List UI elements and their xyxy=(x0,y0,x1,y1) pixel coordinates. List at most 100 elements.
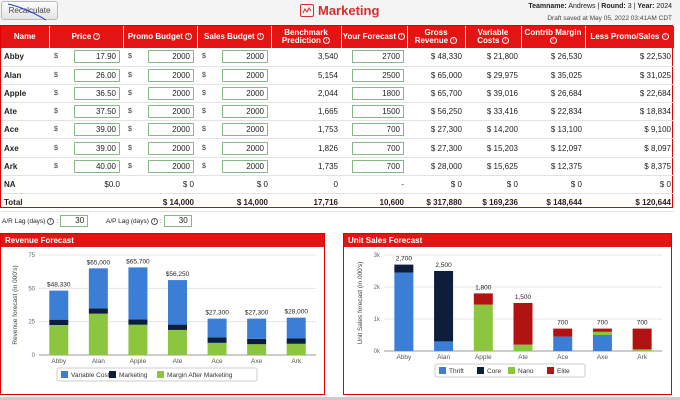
forecast-input[interactable]: 1800 xyxy=(352,86,404,100)
table-cell: $ 35,025 xyxy=(521,66,585,85)
sales-budget-input[interactable]: 2000 xyxy=(222,141,268,155)
info-icon[interactable]: i xyxy=(150,217,158,225)
table-cell: $37.50 xyxy=(49,102,123,122)
bar-marketing xyxy=(247,338,267,345)
table-cell: Ace xyxy=(1,120,49,140)
bar-core xyxy=(434,271,454,342)
table-cell: 5,154 xyxy=(271,66,341,85)
x-tick-label: Ace xyxy=(211,358,223,365)
forecast-input[interactable]: 700 xyxy=(352,141,404,155)
price-input[interactable]: 17.90 xyxy=(74,50,120,64)
info-icon[interactable]: i xyxy=(47,217,55,225)
forecast-input[interactable]: 700 xyxy=(352,123,404,137)
info-icon[interactable]: i xyxy=(661,33,669,41)
table-cell: 2700 xyxy=(341,48,407,67)
legend-swatch xyxy=(547,367,554,374)
forecast-input[interactable]: 700 xyxy=(352,159,404,173)
bar-variable-cost xyxy=(128,267,148,320)
table-cell: $17.90 xyxy=(49,48,123,67)
table-cell: 700 xyxy=(341,120,407,140)
table-cell: $ 15,625 xyxy=(465,157,521,176)
forecast-input[interactable]: 2700 xyxy=(352,50,404,64)
bottom-scroll-bar[interactable] xyxy=(0,397,680,400)
bar-margin-after-marketing xyxy=(247,344,267,355)
info-icon[interactable]: i xyxy=(398,33,406,41)
ap-lag-input[interactable]: 30 xyxy=(163,215,192,227)
info-icon[interactable]: i xyxy=(256,33,264,41)
forecast-input[interactable]: 1500 xyxy=(352,105,404,119)
recalculate-button[interactable]: Recalculate xyxy=(1,1,58,20)
promo-budget-input[interactable]: 2000 xyxy=(148,50,194,64)
table-cell: $2000 xyxy=(123,102,197,122)
promo-budget-input[interactable]: 2000 xyxy=(148,105,194,119)
table-cell: $ 22,834 xyxy=(521,102,585,122)
promo-budget-input[interactable]: 2000 xyxy=(148,86,194,100)
x-tick-label: Apple xyxy=(475,354,492,361)
table-row: Ace $39.00 $2000 $2000 1,753 700 $ 27,300 $ 14,… xyxy=(1,120,674,140)
table-cell: $ 21,800 xyxy=(465,48,521,67)
data-label: 700 xyxy=(637,320,648,327)
table-cell: $ 28,000 xyxy=(407,157,465,176)
table-cell: $ 0 xyxy=(123,175,197,195)
promo-budget-input[interactable]: 2000 xyxy=(148,68,194,82)
table-cell: $36.50 xyxy=(49,84,123,104)
promo-budget-input[interactable]: 2000 xyxy=(148,141,194,155)
data-label: $65,000 xyxy=(87,259,111,266)
info-icon[interactable]: i xyxy=(501,37,509,45)
bar-elite xyxy=(592,328,612,332)
x-tick-label: Ate xyxy=(518,354,528,361)
sales-budget-input[interactable]: 2000 xyxy=(222,50,268,64)
price-input[interactable]: 40.00 xyxy=(74,159,120,173)
legend-swatch xyxy=(157,371,164,378)
bar-margin-after-marketing xyxy=(49,325,69,355)
top-bar: Recalculate Marketing Teamname: Andrews … xyxy=(0,0,680,25)
sales-budget-input[interactable]: 2000 xyxy=(222,86,268,100)
promo-budget-input[interactable]: 2000 xyxy=(148,123,194,137)
bar-nano xyxy=(513,344,533,351)
promo-budget-input[interactable]: 2000 xyxy=(148,159,194,173)
page-title: Marketing xyxy=(318,3,380,18)
bar-variable-cost xyxy=(286,317,306,339)
table-cell: Total xyxy=(1,193,49,213)
info-icon[interactable]: i xyxy=(323,37,331,45)
table-cell: Ate xyxy=(1,102,49,122)
price-input[interactable]: 37.50 xyxy=(74,105,120,119)
table-cell: $ 120,644 xyxy=(585,193,674,213)
table-cell: Alan xyxy=(1,66,49,85)
unit-sales-forecast-title: Unit Sales Forecast xyxy=(344,234,671,247)
table-cell: 3,540 xyxy=(271,48,341,67)
data-label: $48,330 xyxy=(47,282,71,289)
column-header-3: Sales Budget i xyxy=(197,26,272,48)
sales-budget-input[interactable]: 2000 xyxy=(222,123,268,137)
table-cell: $ 148,644 xyxy=(521,193,585,213)
data-label: 700 xyxy=(557,320,568,327)
table-cell xyxy=(49,193,123,213)
legend-swatch xyxy=(508,367,515,374)
table-cell: Apple xyxy=(1,84,49,104)
table-cell: Ark xyxy=(1,157,49,176)
sales-budget-input[interactable]: 2000 xyxy=(222,159,268,173)
ar-lag-input[interactable]: 30 xyxy=(60,215,89,227)
x-tick-label: Ate xyxy=(173,358,183,365)
bar-marketing xyxy=(128,319,148,325)
info-icon[interactable]: i xyxy=(450,37,458,45)
price-input[interactable]: 39.00 xyxy=(74,141,120,155)
sales-budget-input[interactable]: 2000 xyxy=(222,68,268,82)
forecast-input[interactable]: 2500 xyxy=(352,68,404,82)
price-input[interactable]: 26.00 xyxy=(74,68,120,82)
table-cell: $ 65,700 xyxy=(407,84,465,104)
table-cell: $ 15,203 xyxy=(465,138,521,158)
price-input[interactable]: 36.50 xyxy=(74,86,120,100)
page-header: Marketing xyxy=(300,3,379,18)
table-cell: $ 65,000 xyxy=(407,66,465,85)
info-icon[interactable]: i xyxy=(549,37,557,45)
sales-budget-input[interactable]: 2000 xyxy=(222,105,268,119)
column-header-4: Benchmark Prediction i xyxy=(271,26,342,48)
info-icon[interactable]: i xyxy=(93,33,101,41)
table-cell: 2500 xyxy=(341,66,407,85)
price-input[interactable]: 39.00 xyxy=(74,123,120,137)
info-icon[interactable]: i xyxy=(185,33,193,41)
column-header-0: Name xyxy=(1,26,50,48)
data-label: 1,800 xyxy=(475,284,492,291)
